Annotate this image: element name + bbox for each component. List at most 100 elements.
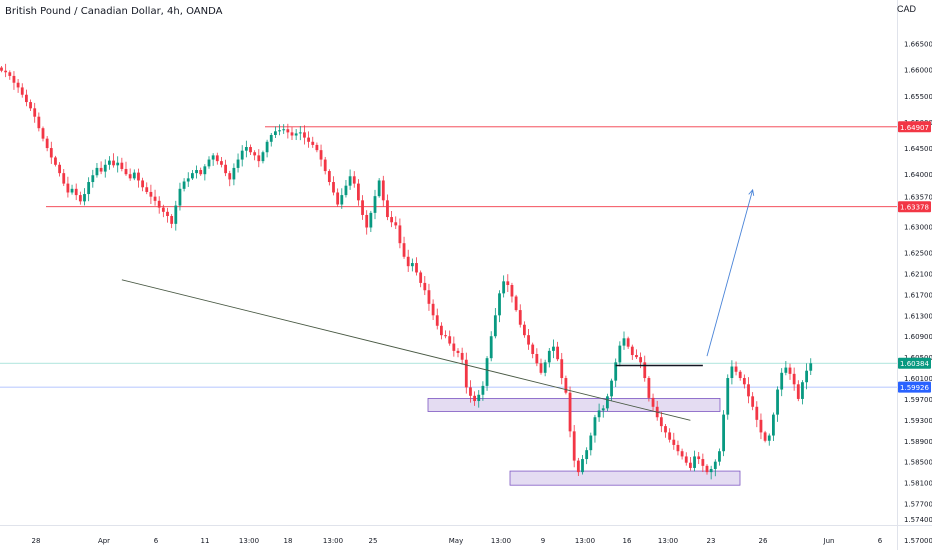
candle-body <box>788 367 792 374</box>
candle-body <box>676 444 680 452</box>
price-level-tag <box>898 121 931 133</box>
candle-body <box>103 164 107 172</box>
candle-body <box>66 183 70 193</box>
candle-body <box>738 371 742 379</box>
candle-body <box>294 133 298 136</box>
candle-body <box>460 352 464 360</box>
candle-body <box>398 225 402 244</box>
candle-body <box>755 406 759 420</box>
candle-body <box>630 346 634 356</box>
candle-body <box>282 129 286 131</box>
y-tick-label: 1.65500 <box>904 93 932 101</box>
candle-body <box>585 450 589 460</box>
x-tick-label: 13:00 <box>239 537 259 545</box>
candle-body <box>568 392 572 432</box>
candle-body <box>514 296 518 311</box>
candle-body <box>772 414 775 436</box>
candle-body <box>265 141 269 153</box>
candle-body <box>153 196 157 201</box>
candle-body <box>95 167 99 176</box>
candle-body <box>722 414 725 452</box>
candle-body <box>680 451 684 457</box>
candle-body <box>763 432 767 441</box>
candle-body <box>286 129 290 133</box>
candle-body <box>41 128 45 139</box>
candle-body <box>606 396 609 409</box>
candle-body <box>452 343 456 351</box>
x-tick-label: 13:00 <box>323 537 343 545</box>
candle-body <box>614 362 618 381</box>
candle-body <box>25 94 28 103</box>
candle-body <box>12 75 16 83</box>
candle-body <box>473 395 476 402</box>
candle-body <box>240 150 244 160</box>
candle-body <box>340 195 344 205</box>
y-tick-label: 1.58500 <box>904 459 932 467</box>
x-tick-label: 11 <box>201 537 210 545</box>
candle-body <box>33 108 37 117</box>
y-tick-label: 1.63000 <box>904 223 932 231</box>
candle-body <box>523 324 526 336</box>
candle-body <box>161 207 165 212</box>
y-tick-label: 1.60900 <box>904 333 932 341</box>
candle-body <box>4 70 8 73</box>
candle-body <box>369 212 373 228</box>
candle-body <box>244 147 248 151</box>
candle-body <box>469 387 472 396</box>
candle-body <box>796 384 800 399</box>
candle-body <box>253 152 257 156</box>
candle-body <box>423 282 427 291</box>
candle-body <box>647 378 651 398</box>
y-tick-label: 1.59700 <box>904 396 932 404</box>
candle-body <box>124 168 128 175</box>
x-tick-label: 13:00 <box>658 537 678 545</box>
candle-body <box>444 335 447 337</box>
candle-body <box>701 459 705 466</box>
candle-body <box>805 370 808 383</box>
candle-body <box>502 281 506 294</box>
candle-body <box>792 373 796 385</box>
candle-body <box>668 432 672 440</box>
chart-title: British Pound / Canadian Dollar, 4h, OAN… <box>5 6 223 17</box>
candle-body <box>361 200 364 215</box>
candle-body <box>464 359 468 388</box>
x-tick-label: 6 <box>154 537 159 545</box>
candle-body <box>365 214 369 228</box>
candle-body <box>527 335 530 345</box>
candle-body <box>506 281 510 285</box>
candle-body <box>560 359 564 379</box>
candle-body <box>45 138 49 149</box>
candle-body <box>693 456 696 468</box>
candle-body <box>278 130 281 132</box>
candle-body <box>232 167 236 180</box>
candle-body <box>456 350 460 353</box>
y-tick-label: 1.61300 <box>904 312 932 320</box>
x-tick-label: 23 <box>707 537 716 545</box>
x-tick-label: Apr <box>98 537 110 545</box>
x-tick-label: 18 <box>284 537 293 545</box>
candle-body <box>108 160 111 165</box>
candle-body <box>705 465 709 473</box>
x-tick-label: 25 <box>369 537 378 545</box>
candle-body <box>448 336 452 344</box>
candle-body <box>307 137 310 142</box>
candle-body <box>132 172 136 179</box>
candle-body <box>639 357 642 363</box>
candle-body <box>747 384 750 397</box>
candle-body <box>224 164 227 174</box>
candle-body <box>410 263 414 267</box>
candle-body <box>659 417 663 427</box>
candle-body <box>576 460 580 473</box>
candle-body <box>315 144 319 151</box>
candle-body <box>593 417 597 436</box>
price-level-tag <box>898 381 931 393</box>
candle-body <box>191 173 194 179</box>
y-tick-label: 1.62100 <box>904 271 932 279</box>
candle-body <box>610 380 613 397</box>
y-tick-label: 1.64000 <box>904 171 932 179</box>
y-tick-label: 1.57400 <box>904 516 932 524</box>
candle-body <box>336 192 340 205</box>
candle-body <box>16 82 20 88</box>
